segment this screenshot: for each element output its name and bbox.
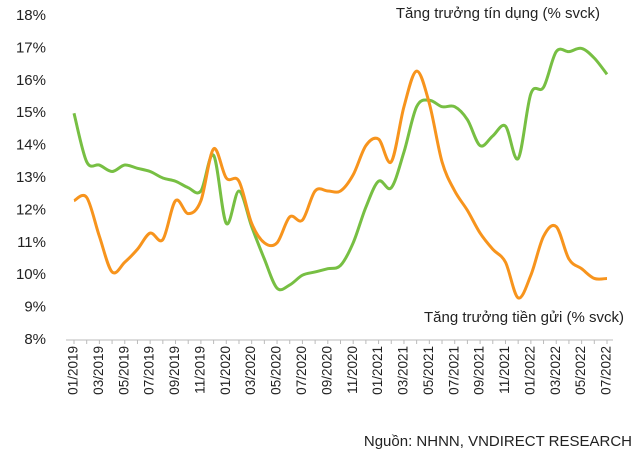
y-tick-label: 15% (16, 104, 46, 121)
series-line (73, 69, 608, 300)
x-tick-label: 03/2020 (243, 346, 258, 395)
x-tick-label: 05/2020 (269, 346, 284, 395)
x-tick-label: 11/2019 (192, 346, 207, 394)
x-tick-label: 07/2021 (446, 346, 461, 395)
x-tick-label: 11/2021 (497, 346, 512, 394)
x-tick-label: 05/2021 (421, 346, 436, 395)
x-tick-label: 05/2019 (116, 346, 131, 395)
y-tick-label: 18% (16, 7, 46, 24)
y-tick-label: 9% (24, 299, 46, 316)
y-tick-label: 14% (16, 137, 46, 154)
series-line (72, 46, 609, 292)
x-tick-label: 01/2021 (370, 346, 385, 395)
legend-label: Tăng trưởng tiền gửi (% svck) (424, 309, 624, 326)
x-tick-label: 11/2020 (345, 346, 360, 394)
y-tick-label: 11% (17, 234, 46, 251)
x-tick-label: 03/2019 (91, 346, 106, 395)
y-tick-label: 13% (16, 169, 46, 186)
x-tick-label: 01/2020 (218, 346, 233, 395)
x-tick-label: 05/2022 (573, 346, 588, 395)
y-tick-label: 12% (16, 201, 46, 218)
y-tick-label: 8% (24, 331, 46, 348)
source-note: Nguồn: NHNN, VNDIRECT RESEARCH (364, 433, 632, 450)
y-tick-label: 17% (16, 39, 46, 56)
x-tick-label: 03/2021 (396, 346, 411, 395)
x-tick-label: 09/2019 (167, 346, 182, 395)
x-tick-label: 01/2019 (66, 346, 81, 395)
x-tick-label: 07/2022 (599, 346, 614, 395)
x-tick-label: 03/2022 (548, 346, 563, 395)
x-tick-label: 07/2019 (142, 346, 157, 395)
x-tick-label: 09/2020 (319, 346, 334, 395)
x-tick-label: 07/2020 (294, 346, 309, 395)
y-tick-label: 16% (16, 72, 46, 89)
x-tick-label: 09/2021 (472, 346, 487, 395)
legend-label: Tăng trưởng tín dụng (% svck) (396, 5, 600, 22)
x-tick-label: 01/2022 (522, 346, 537, 395)
y-tick-label: 10% (16, 266, 46, 283)
